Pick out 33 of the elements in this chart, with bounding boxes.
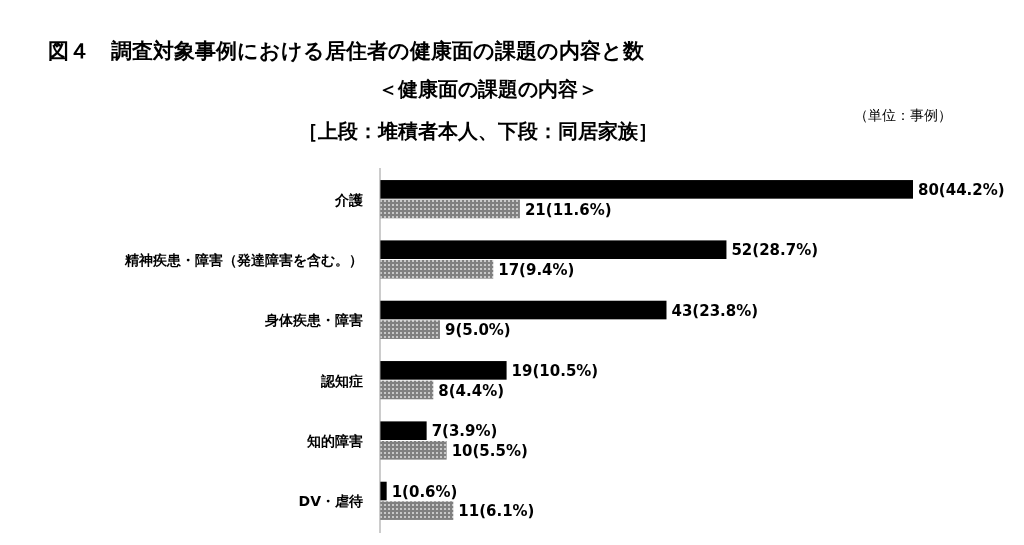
bar	[380, 320, 440, 339]
data-label: 1(0.6%)	[391, 482, 458, 501]
bar	[380, 260, 494, 279]
bar	[380, 180, 913, 199]
y-tick-label: 介護	[334, 191, 363, 208]
bar	[380, 199, 520, 219]
y-tick-label: 精神疾患・障害（発達障害を含む。）	[124, 251, 363, 268]
data-label: 17(9.4%)	[498, 261, 575, 280]
data-label: 19(10.5%)	[511, 362, 599, 381]
data-label: 9(5.0%)	[444, 321, 511, 340]
y-tick-label: 知的障害	[306, 432, 363, 449]
text: ［上段：堆積者本人、下段：同居家族］	[298, 119, 658, 143]
bar	[380, 361, 507, 380]
data-label: 80(44.2%)	[918, 181, 1005, 200]
data-label: 52(28.7%)	[731, 241, 819, 260]
y-tick-label: DV・虐待	[298, 493, 363, 510]
y-tick-label: 身体疾患・障害	[264, 312, 363, 329]
bar	[380, 501, 454, 520]
data-label: 43(23.8%)	[671, 301, 759, 320]
bar	[380, 380, 434, 400]
chart-subtitle: ＜健康面の課題の内容＞	[378, 77, 598, 101]
data-label: 10(5.5%)	[451, 442, 528, 461]
data-label: 8(4.4%)	[438, 381, 505, 400]
data-label: 21(11.6%)	[524, 200, 612, 219]
bar	[380, 441, 447, 460]
chart-title: 図４ 調査対象事例における居住者の健康面の課題の内容と数	[48, 39, 645, 63]
data-label: 7(3.9%)	[431, 422, 498, 441]
text: （単位：事例）	[854, 107, 952, 123]
bar	[380, 240, 727, 259]
bar	[380, 421, 427, 440]
data-label: 11(6.1%)	[458, 502, 535, 521]
bar	[380, 300, 667, 320]
y-tick-label: 認知症	[320, 372, 363, 389]
